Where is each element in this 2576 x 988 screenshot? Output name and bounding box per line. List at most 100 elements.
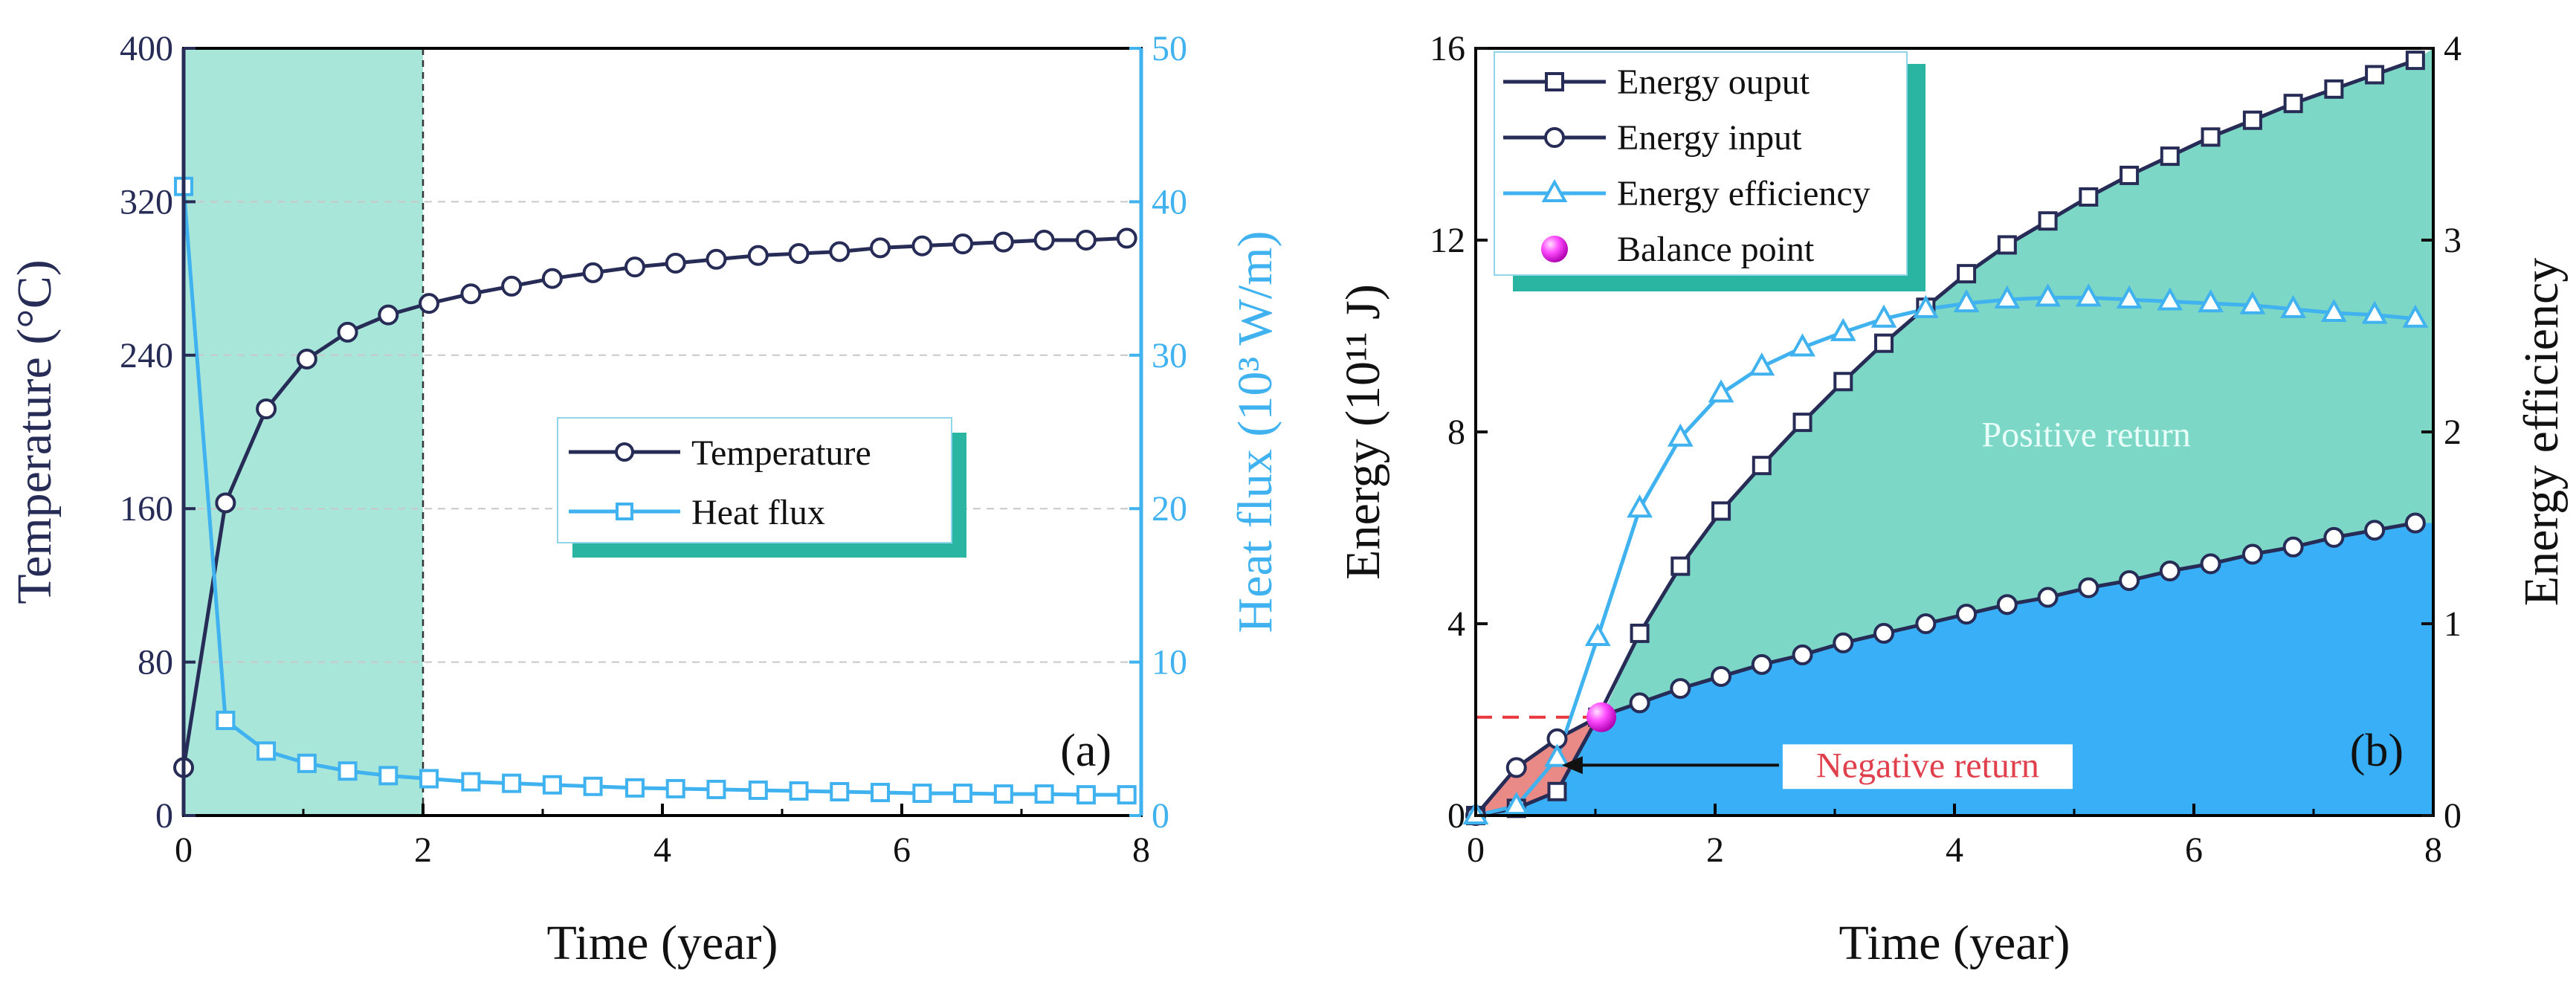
legend-label-balance-point: Balance point [1617,230,1815,269]
y-tick-label: 80 [138,643,173,682]
data-point-temperature [911,235,933,256]
data-point-heat-flux [256,741,277,761]
data-point-heat-flux [871,783,891,803]
data-point-heat-flux [338,761,358,781]
x-tick-label: 8 [1132,830,1150,870]
legend: Energy ouput Energy input Energy efficie… [1494,51,1925,291]
x-tick-label: 4 [1946,830,1963,870]
data-point-energy-input [1833,632,1854,653]
y2-tick-label: 2 [2444,413,2462,452]
data-point-temperature [419,293,440,314]
data-point-energy-efficiency [2361,300,2388,324]
data-point-temperature [747,245,769,266]
y-tick-label: 16 [1430,29,1465,68]
data-point-temperature [1033,230,1055,251]
data-point-energy-ouput [2038,211,2058,231]
legend-marker-energy-input [1544,127,1565,148]
data-point-energy-efficiency [2198,289,2224,313]
y-tick-label: 0 [1447,796,1465,836]
legend-label-energy-input: Energy input [1617,118,1802,158]
data-point-energy-input [2323,526,2345,548]
data-point-energy-input [1670,678,1691,700]
y-tick-label: 12 [1430,221,1465,260]
annotation-negative-return: Negative return [1816,746,2039,785]
x-axis-label: Time (year) [1839,916,2070,970]
data-point-temperature [788,243,810,265]
y2-tick-label: 20 [1152,489,1187,529]
shaded-region [184,48,423,816]
data-point-energy-ouput [2079,187,2099,207]
legend-marker-energy-output [1545,72,1564,91]
y-tick-label: 8 [1447,413,1465,452]
data-point-energy-input [2200,553,2221,575]
panel-label: (a) [1060,726,1111,776]
data-point-energy-efficiency [1870,304,1897,328]
data-point-temperature [952,233,974,255]
data-point-energy-efficiency [1830,317,1856,341]
x-tick-label: 0 [175,830,193,870]
data-point-energy-efficiency [2402,304,2429,328]
data-point-energy-input [1956,604,1978,625]
data-point-energy-efficiency [1584,622,1611,647]
data-point-energy-input [1873,622,1895,644]
data-point-energy-efficiency [1912,294,1939,318]
y-tick-label: 240 [120,336,173,375]
y2-tick-label: 30 [1152,336,1187,375]
legend-marker-balance-point [1541,236,1568,262]
data-point-heat-flux [542,775,562,795]
x-tick-label: 4 [653,830,671,870]
y-tick-label: 4 [1447,604,1465,644]
data-point-heat-flux [993,784,1013,804]
data-point-temperature [378,304,399,326]
data-point-energy-efficiency [1627,494,1653,518]
data-point-heat-flux [583,776,603,796]
data-point-energy-efficiency [1749,352,1775,376]
data-point-temperature [541,268,563,289]
data-point-heat-flux [789,781,809,801]
data-point-temperature [1075,230,1097,251]
data-point-energy-ouput [2405,51,2425,71]
data-point-heat-flux [830,782,850,802]
legend-box [557,417,952,543]
data-point-energy-ouput [1752,456,1772,476]
legend-marker-heat-flux [616,503,633,520]
x-axis-label: Time (year) [547,916,778,970]
data-point-heat-flux [461,772,481,792]
x-tick-label: 8 [2424,830,2442,870]
data-point-energy-ouput [1670,556,1691,576]
y2-tick-label: 40 [1152,182,1187,222]
data-point-energy-input [1505,757,1527,778]
data-point-energy-ouput [2160,146,2180,167]
y2-tick-label: 10 [1152,643,1187,682]
data-point-energy-efficiency [2116,285,2143,309]
data-point-heat-flux [297,753,317,773]
y-tick-label: 160 [120,489,173,529]
y2-tick-label: 3 [2444,221,2462,260]
data-point-energy-input [1751,653,1772,675]
data-point-energy-efficiency [1953,289,1980,313]
data-point-energy-efficiency [1544,743,1570,767]
data-point-temperature [624,256,645,278]
data-point-temperature [665,252,686,274]
data-point-energy-input [2119,569,2140,591]
y2-tick-label: 4 [2444,29,2462,68]
data-point-heat-flux [1076,785,1096,805]
legend-marker-temperature [615,442,634,462]
data-point-energy-input [2241,543,2263,565]
x-tick-label: 6 [893,830,911,870]
data-point-energy-efficiency [1994,285,2021,309]
y-tick-label: 400 [120,29,173,68]
data-point-energy-input [2078,577,2099,598]
legend-label-energy-output: Energy ouput [1617,62,1810,102]
data-point-heat-flux [419,769,439,789]
legend-marker-energy-efficiency [1541,178,1568,202]
legend-label-temperature: Temperature [691,433,871,473]
legend: Temperature Heat flux [557,417,966,558]
y-tick-label: 0 [155,796,173,836]
data-point-temperature [1116,227,1137,249]
data-point-heat-flux [953,784,973,804]
data-point-energy-ouput [2120,165,2140,185]
data-point-heat-flux [216,711,236,731]
energy-input-area [1476,523,2433,816]
data-point-energy-input [2037,587,2059,608]
